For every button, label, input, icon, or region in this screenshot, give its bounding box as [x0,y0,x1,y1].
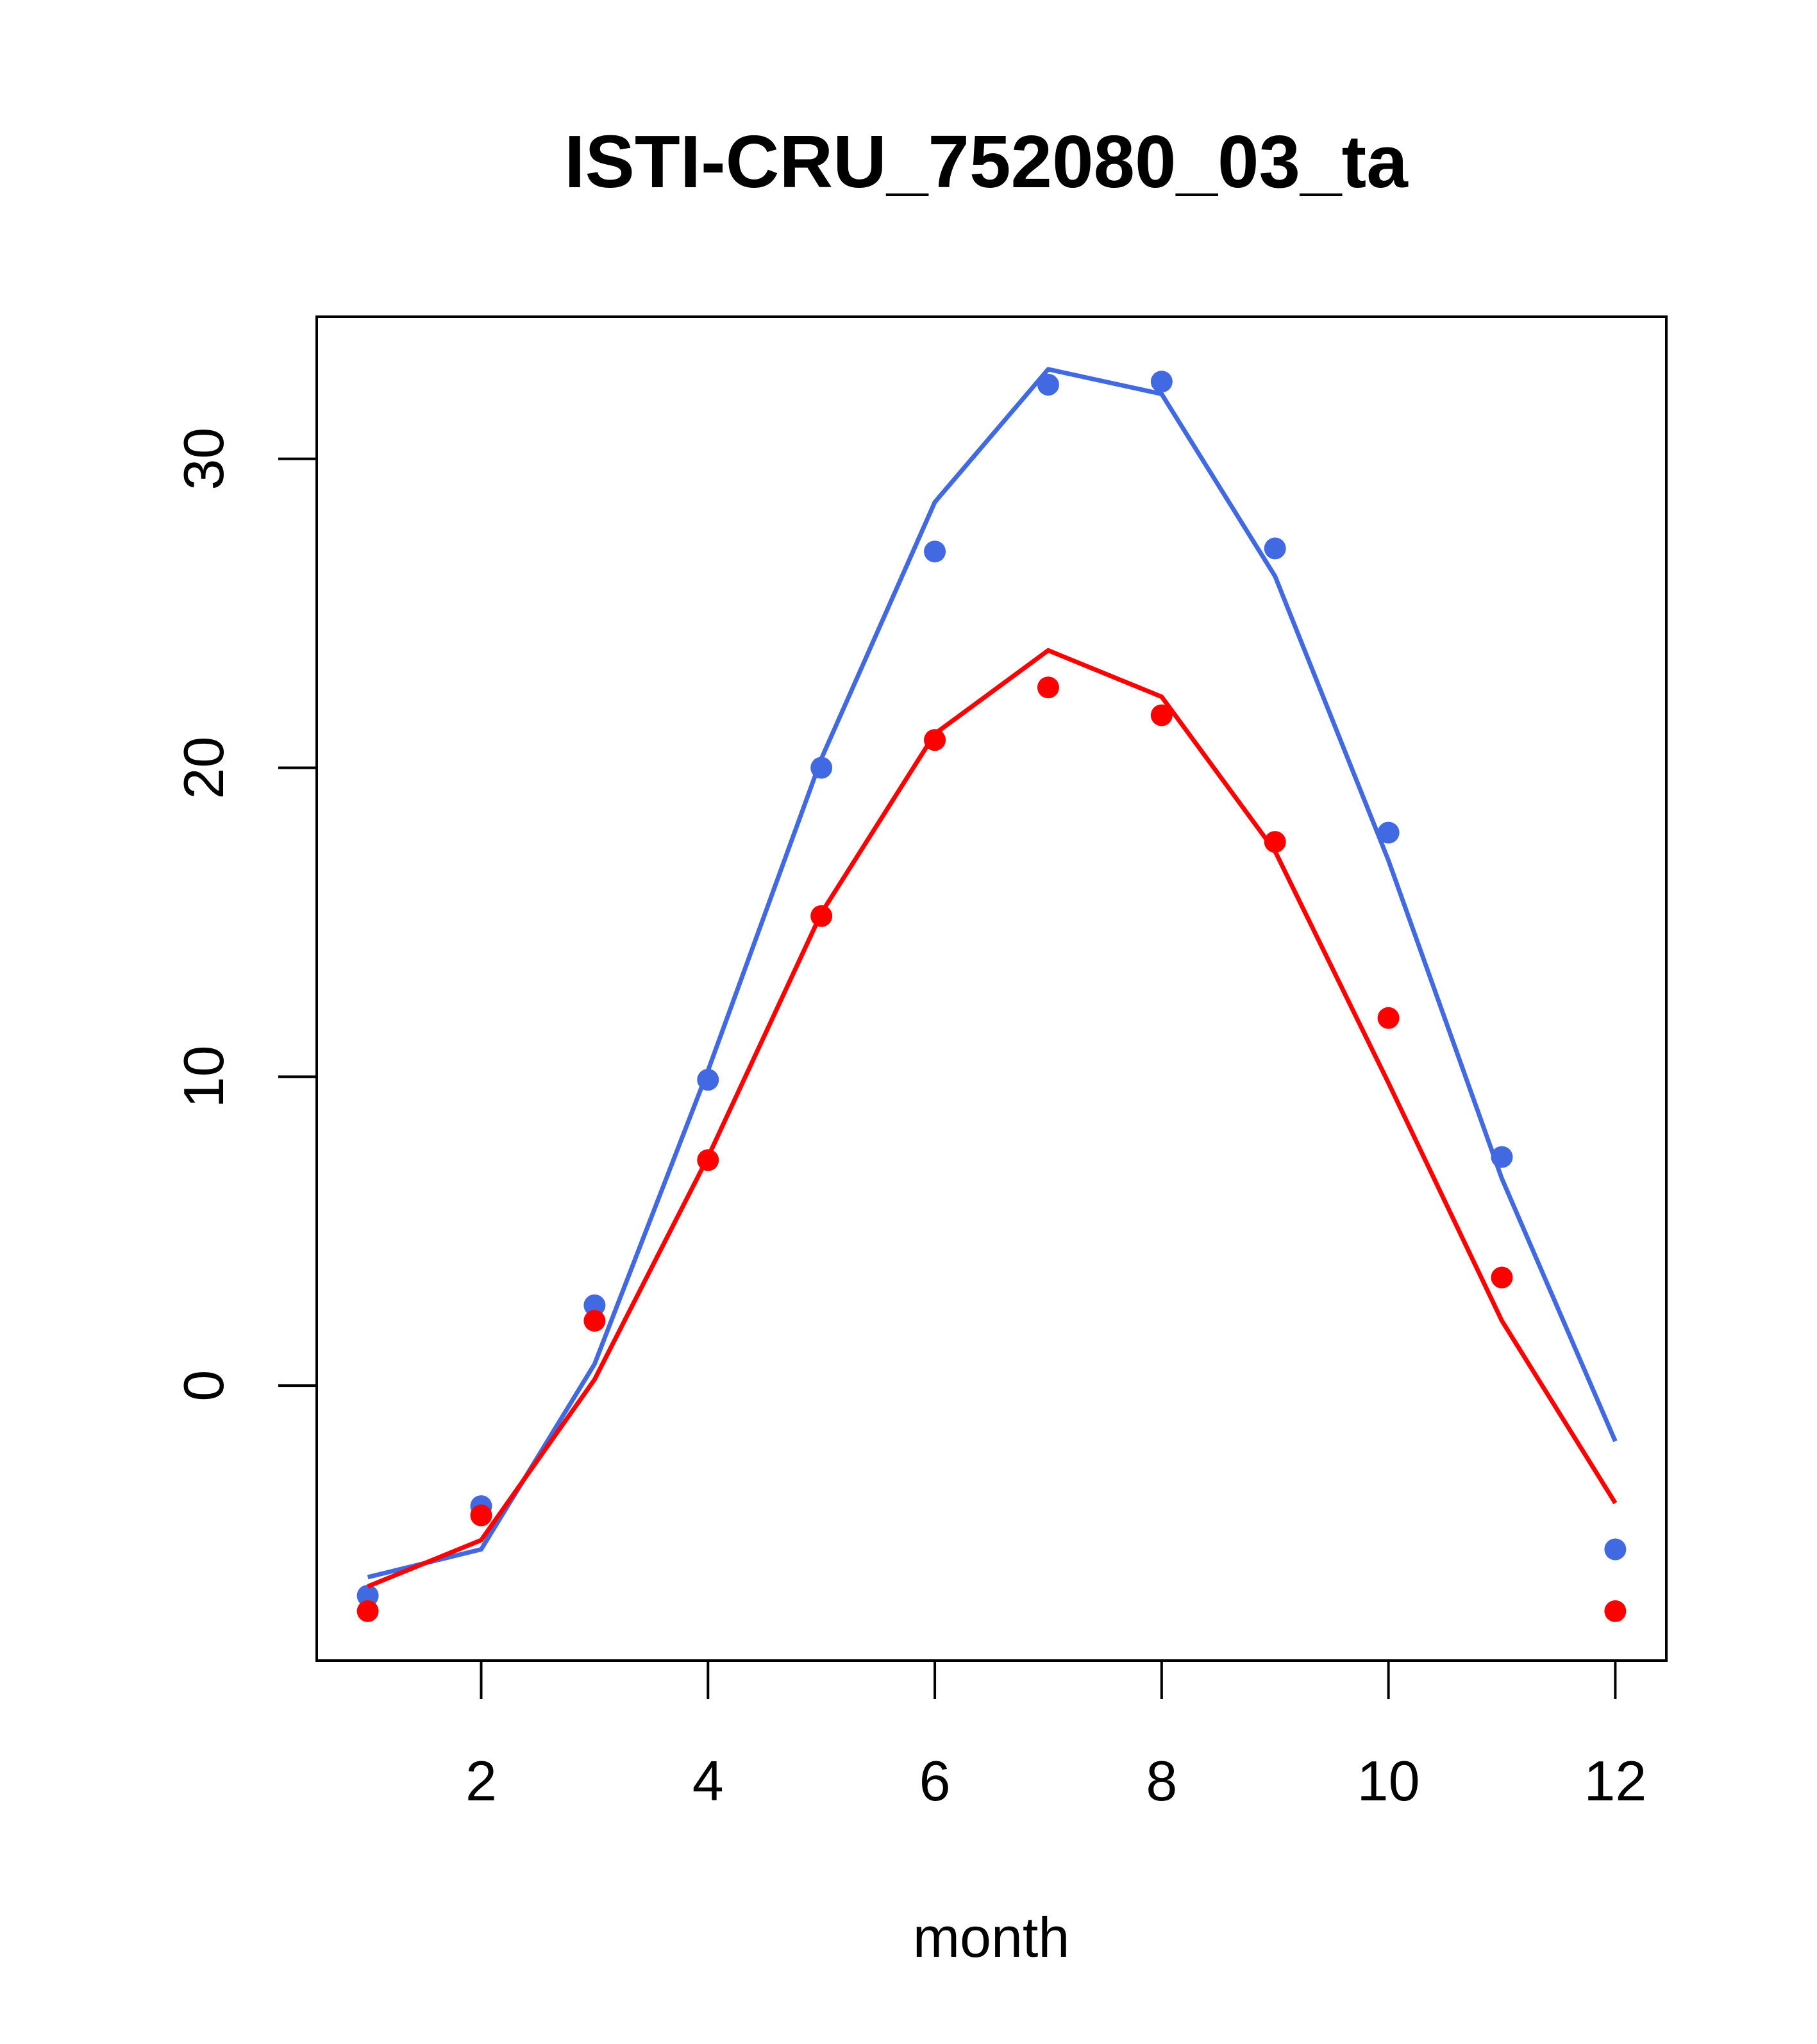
series-layer [356,367,1627,1622]
series-point [1264,537,1286,560]
series-line [367,648,1618,1589]
series-point [924,729,946,751]
series-point [1037,374,1059,396]
series-point [356,1600,379,1622]
series-group [356,367,1627,1607]
series-point [697,1069,719,1091]
series-point [1264,831,1286,853]
series-point [1491,1146,1513,1168]
series-point [583,1294,606,1316]
series-point [697,1149,719,1171]
series-group [356,648,1627,1622]
series-point [1604,1538,1627,1561]
series-point [1604,1600,1627,1622]
y-tick-label: 10 [172,1045,235,1108]
series-point [1150,371,1173,393]
series-point [1150,704,1173,726]
x-tick-label: 10 [1357,1749,1420,1813]
x-axis-label: month [913,1906,1070,1969]
series-point [470,1504,492,1527]
series-line [367,367,1618,1580]
series-point [1377,821,1400,844]
x-tick-label: 8 [1146,1749,1177,1813]
series-point [810,757,833,779]
plot-frame [315,315,1668,1662]
chart-title: ISTI-CRU_752080_03_ta [564,120,1409,203]
series-point [583,1309,606,1332]
series-point [356,1584,379,1607]
x-tick-label: 4 [692,1749,724,1813]
y-tick-label: 20 [172,737,235,800]
series-point [1377,1007,1400,1029]
x-tick-label: 6 [919,1749,951,1813]
x-tick-label: 2 [465,1749,497,1813]
y-tick-label: 0 [172,1370,235,1402]
series-point [924,540,946,563]
series-point [1037,676,1059,699]
x-axis: 2 4 6 8 10 12 [465,1659,1646,1813]
x-tick-label: 12 [1584,1749,1646,1813]
series-point [810,905,833,927]
series-point [1491,1266,1513,1289]
y-axis: 0 10 20 30 [172,428,318,1402]
y-tick-label: 30 [172,428,235,490]
